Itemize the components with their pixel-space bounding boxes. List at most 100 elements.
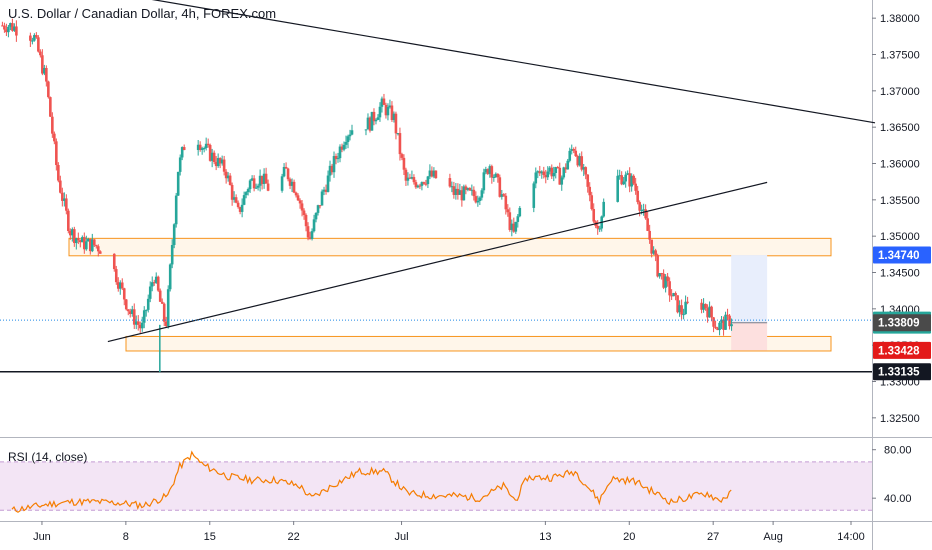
- zone-1: [68, 237, 832, 257]
- candle-body-207: [486, 169, 490, 174]
- candle-body-111: [258, 175, 262, 186]
- candle-body-237: [558, 167, 562, 185]
- candle-body-4: [9, 23, 12, 27]
- candle-body-50: [124, 299, 128, 310]
- candle-body-125: [298, 200, 302, 204]
- candle-body-10: [33, 35, 36, 41]
- candle-body-88: [212, 152, 216, 163]
- candle-body-1: [3, 25, 6, 30]
- candle-body-176: [412, 177, 416, 183]
- candle-body-198: [468, 188, 472, 191]
- candle-body-52: [128, 311, 132, 314]
- candle-body-140: [328, 165, 332, 176]
- candle-body-296: [700, 302, 703, 310]
- candle-body-188: [448, 178, 452, 187]
- price-label-bg-entry: [873, 314, 931, 332]
- candle-body-132: [312, 219, 316, 232]
- price-tick-4: 1.36000: [880, 159, 920, 171]
- candle-body-72: [168, 264, 172, 290]
- candle-body-32: [77, 238, 80, 241]
- candle-body-25: [63, 198, 66, 201]
- time-tick-5: 13: [539, 531, 551, 543]
- candle-body-238: [560, 177, 564, 185]
- time-tick-8: Aug: [763, 531, 783, 543]
- candle-body-268: [632, 175, 635, 184]
- price-tick-7: 1.34500: [880, 268, 920, 280]
- candle-body-261: [618, 175, 621, 177]
- candle-body-253: [590, 195, 594, 210]
- candle-body-19: [51, 116, 54, 134]
- candle-body-62: [148, 286, 152, 299]
- candle-body-33: [79, 240, 82, 243]
- candle-body-232: [548, 167, 552, 172]
- candle-body-222: [516, 216, 520, 222]
- candle-body-104: [244, 192, 248, 196]
- candle-body-275: [646, 218, 649, 231]
- candle-body-271: [638, 202, 641, 211]
- candle-body-151: [350, 130, 354, 135]
- candle-body-233: [550, 167, 554, 177]
- candle-body-307: [722, 319, 725, 330]
- candle-body-247: [578, 156, 582, 166]
- candle-body-267: [630, 175, 633, 187]
- candle-body-171: [402, 157, 406, 170]
- candle-body-199: [470, 189, 474, 191]
- candle-body-306: [720, 319, 723, 323]
- price-label-bg-target: [873, 246, 931, 264]
- candle-body-292: [680, 305, 683, 315]
- price-tick-1: 1.37500: [880, 50, 920, 62]
- candle-body-302: [712, 317, 715, 327]
- candle-body-202: [476, 200, 480, 203]
- candle-body-16: [45, 67, 48, 82]
- candle-body-226: [536, 171, 540, 173]
- candle-body-224: [532, 183, 536, 208]
- candle-body-131: [310, 231, 314, 239]
- candle-body-149: [346, 136, 350, 143]
- candle-body-23: [59, 180, 62, 193]
- candle-body-63: [150, 282, 154, 287]
- candle-body-229: [542, 171, 546, 176]
- candle-body-182: [424, 183, 428, 185]
- candle-body-98: [232, 197, 236, 200]
- candle-body-71: [166, 289, 170, 327]
- candle-body-150: [348, 134, 352, 137]
- candle-body-288: [672, 293, 675, 297]
- candle-body-194: [460, 190, 464, 201]
- candle-body-189: [450, 186, 454, 188]
- candle-body-294: [684, 301, 687, 315]
- candle-body-311: [730, 324, 733, 327]
- candle-body-242: [568, 150, 572, 161]
- candle-body-138: [324, 189, 328, 192]
- candle-body-162: [384, 104, 388, 116]
- candle-body-159: [378, 106, 382, 118]
- candle-body-127: [302, 210, 306, 216]
- candle-body-299: [706, 308, 709, 318]
- candle-body-92: [220, 159, 224, 164]
- candle-body-96: [228, 175, 232, 185]
- candle-body-102: [240, 204, 244, 212]
- candle-body-73: [170, 245, 174, 265]
- candle-body-86: [208, 144, 212, 161]
- candle-body-228: [540, 171, 544, 174]
- candle-body-249: [582, 167, 586, 170]
- price-tick-0: 1.38000: [880, 13, 920, 25]
- candle-body-118: [284, 166, 288, 169]
- candle-body-120: [288, 179, 292, 186]
- candle-body-69: [162, 303, 166, 322]
- candle-body-278: [652, 250, 655, 254]
- candle-body-195: [462, 186, 466, 201]
- candle-body-139: [326, 175, 330, 192]
- price-label-bg-support: [873, 363, 931, 381]
- candle-body-148: [344, 142, 348, 145]
- candle-body-74: [172, 224, 176, 246]
- candle-body-304: [716, 328, 719, 331]
- candle-body-241: [566, 160, 570, 170]
- rsi-tick-0: 80.00: [884, 445, 912, 457]
- candle-body-231: [546, 171, 550, 178]
- candle-body-130: [308, 237, 312, 239]
- candle-body-289: [674, 293, 677, 296]
- rsi-legend: RSI (14, close): [8, 450, 88, 464]
- candle-body-270: [636, 190, 639, 203]
